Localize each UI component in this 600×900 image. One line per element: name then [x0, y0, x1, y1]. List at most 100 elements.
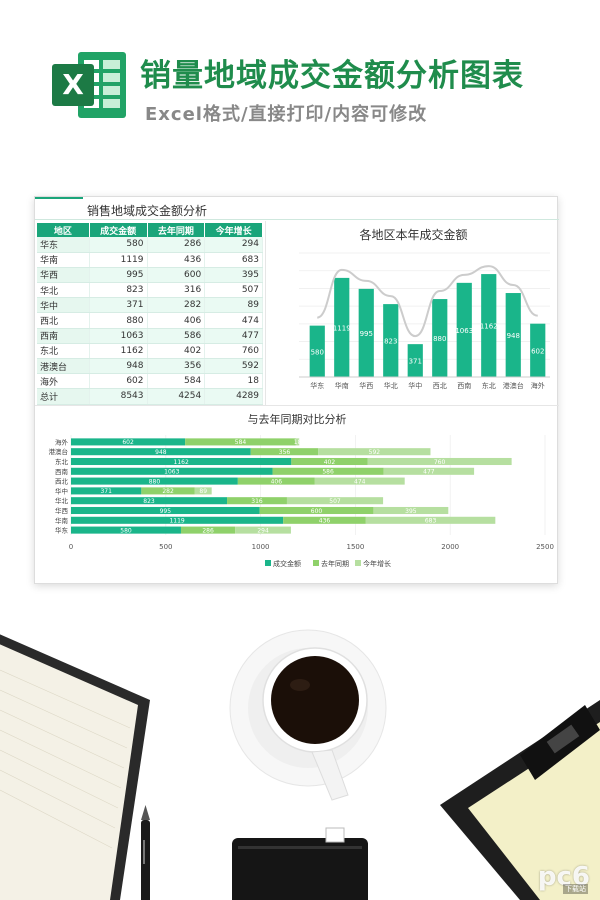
cell-region[interactable]: 华东: [37, 237, 90, 253]
cell-amount[interactable]: 8543: [89, 388, 148, 405]
column-header-growth[interactable]: 今年增长: [204, 223, 263, 237]
hbar-segment-last-year[interactable]: [250, 448, 319, 456]
cell-amount[interactable]: 580: [89, 237, 148, 253]
table-row[interactable]: 西南 1063 586 477: [37, 328, 263, 344]
cell-region[interactable]: 海外: [37, 373, 90, 390]
cell-region[interactable]: 华西: [37, 267, 90, 284]
hbar-segment-growth[interactable]: [318, 448, 431, 456]
cell-last-year[interactable]: 356: [147, 358, 206, 375]
hbar-segment-last-year[interactable]: [227, 497, 287, 505]
cell-region[interactable]: 港澳台: [37, 358, 90, 375]
cell-amount[interactable]: 371: [89, 297, 148, 314]
hbar-segment-amount[interactable]: [71, 516, 284, 524]
column-bar[interactable]: [383, 304, 399, 377]
cell-region[interactable]: 西北: [37, 312, 90, 329]
column-bar[interactable]: [481, 274, 497, 377]
cell-amount[interactable]: 880: [89, 312, 148, 329]
hbar-segment-growth[interactable]: [194, 487, 212, 495]
hbar-segment-amount[interactable]: [71, 477, 238, 485]
hbar-segment-amount[interactable]: [71, 506, 260, 515]
column-bar[interactable]: [530, 323, 546, 377]
cell-region[interactable]: 华南: [37, 252, 90, 268]
cell-growth[interactable]: 760: [204, 343, 263, 360]
column-bar[interactable]: [309, 325, 325, 377]
cell-amount[interactable]: 602: [89, 373, 148, 390]
hbar-segment-growth[interactable]: [383, 467, 475, 475]
hbar-segment-amount[interactable]: [71, 487, 142, 495]
hbar-segment-last-year[interactable]: [283, 516, 366, 524]
cell-growth[interactable]: 477: [204, 328, 263, 344]
cell-last-year[interactable]: 584: [147, 373, 206, 390]
hbar-segment-amount[interactable]: [71, 467, 273, 475]
cell-last-year[interactable]: 436: [147, 252, 206, 268]
cell-last-year[interactable]: 282: [147, 297, 206, 314]
cell-region[interactable]: 华中: [37, 297, 90, 314]
column-bar[interactable]: [334, 277, 350, 377]
column-bar[interactable]: [407, 344, 423, 377]
column-header-last-year[interactable]: 去年同期: [147, 223, 206, 237]
hbar-segment-last-year[interactable]: [180, 526, 236, 534]
cell-growth[interactable]: 18: [204, 373, 263, 390]
cell-region[interactable]: 总计: [37, 388, 90, 405]
cell-last-year[interactable]: 402: [147, 343, 206, 360]
cell-growth[interactable]: 507: [204, 282, 263, 299]
column-bar[interactable]: [358, 288, 374, 377]
hbar-segment-last-year[interactable]: [141, 487, 195, 495]
hbar-segment-last-year[interactable]: [185, 438, 296, 446]
hbar-segment-growth[interactable]: [295, 438, 300, 446]
cell-region[interactable]: 华北: [37, 282, 90, 299]
cell-last-year[interactable]: 4254: [147, 388, 206, 405]
cell-growth[interactable]: 592: [204, 358, 263, 375]
cell-growth[interactable]: 395: [204, 267, 263, 284]
cell-growth[interactable]: 474: [204, 312, 263, 329]
column-bar[interactable]: [505, 293, 521, 377]
cell-amount[interactable]: 1162: [89, 343, 148, 360]
cell-last-year[interactable]: 600: [147, 267, 206, 284]
table-row[interactable]: 华东 580 286 294: [37, 237, 263, 253]
cell-last-year[interactable]: 406: [147, 312, 206, 329]
table-row[interactable]: 东北 1162 402 760: [37, 343, 263, 360]
table-row[interactable]: 总计 8543 4254 4289: [37, 388, 263, 405]
cell-last-year[interactable]: 316: [147, 282, 206, 299]
hbar-segment-growth[interactable]: [365, 516, 496, 524]
cell-growth[interactable]: 4289: [204, 388, 263, 405]
hbar-segment-growth[interactable]: [367, 457, 512, 466]
hbar-segment-growth[interactable]: [286, 497, 384, 505]
hbar-segment-amount[interactable]: [71, 457, 292, 466]
hbar-segment-last-year[interactable]: [259, 506, 374, 515]
column-header-region[interactable]: 地区: [37, 223, 90, 237]
cell-amount[interactable]: 823: [89, 282, 148, 299]
hbar-segment-amount[interactable]: [71, 438, 186, 446]
table-row[interactable]: 华南 1119 436 683: [37, 252, 263, 268]
hbar-segment-amount[interactable]: [71, 448, 251, 456]
cell-amount[interactable]: 1063: [89, 328, 148, 344]
column-bar[interactable]: [432, 299, 448, 377]
cell-last-year[interactable]: 286: [147, 237, 206, 253]
hbar-category-label: 东北: [55, 457, 69, 466]
hbar-segment-last-year[interactable]: [237, 477, 315, 485]
hbar-segment-last-year[interactable]: [272, 467, 384, 475]
cell-growth[interactable]: 683: [204, 252, 263, 268]
cell-region[interactable]: 西南: [37, 328, 90, 344]
cell-region[interactable]: 东北: [37, 343, 90, 360]
cell-amount[interactable]: 1119: [89, 252, 148, 268]
column-header-amount[interactable]: 成交金额: [89, 223, 148, 237]
table-row[interactable]: 华西 995 600 395: [37, 267, 263, 284]
table-row[interactable]: 华北 823 316 507: [37, 282, 263, 299]
hbar-segment-amount[interactable]: [71, 526, 181, 534]
hbar-segment-amount[interactable]: [71, 497, 228, 505]
hbar-segment-last-year[interactable]: [291, 457, 368, 466]
table-row[interactable]: 海外 602 584 18: [37, 373, 263, 390]
cell-growth[interactable]: 89: [204, 297, 263, 314]
column-bar[interactable]: [456, 282, 472, 377]
hbar-segment-growth[interactable]: [314, 477, 405, 485]
table-row[interactable]: 西北 880 406 474: [37, 312, 263, 329]
cell-amount[interactable]: 995: [89, 267, 148, 284]
table-row[interactable]: 港澳台 948 356 592: [37, 358, 263, 375]
table-row[interactable]: 华中 371 282 89: [37, 297, 263, 314]
hbar-segment-growth[interactable]: [235, 526, 291, 534]
cell-growth[interactable]: 294: [204, 237, 263, 253]
hbar-segment-growth[interactable]: [373, 506, 449, 515]
cell-amount[interactable]: 948: [89, 358, 148, 375]
cell-last-year[interactable]: 586: [147, 328, 206, 344]
